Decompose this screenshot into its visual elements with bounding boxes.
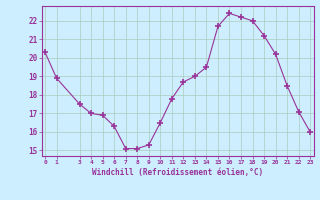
X-axis label: Windchill (Refroidissement éolien,°C): Windchill (Refroidissement éolien,°C): [92, 168, 263, 177]
